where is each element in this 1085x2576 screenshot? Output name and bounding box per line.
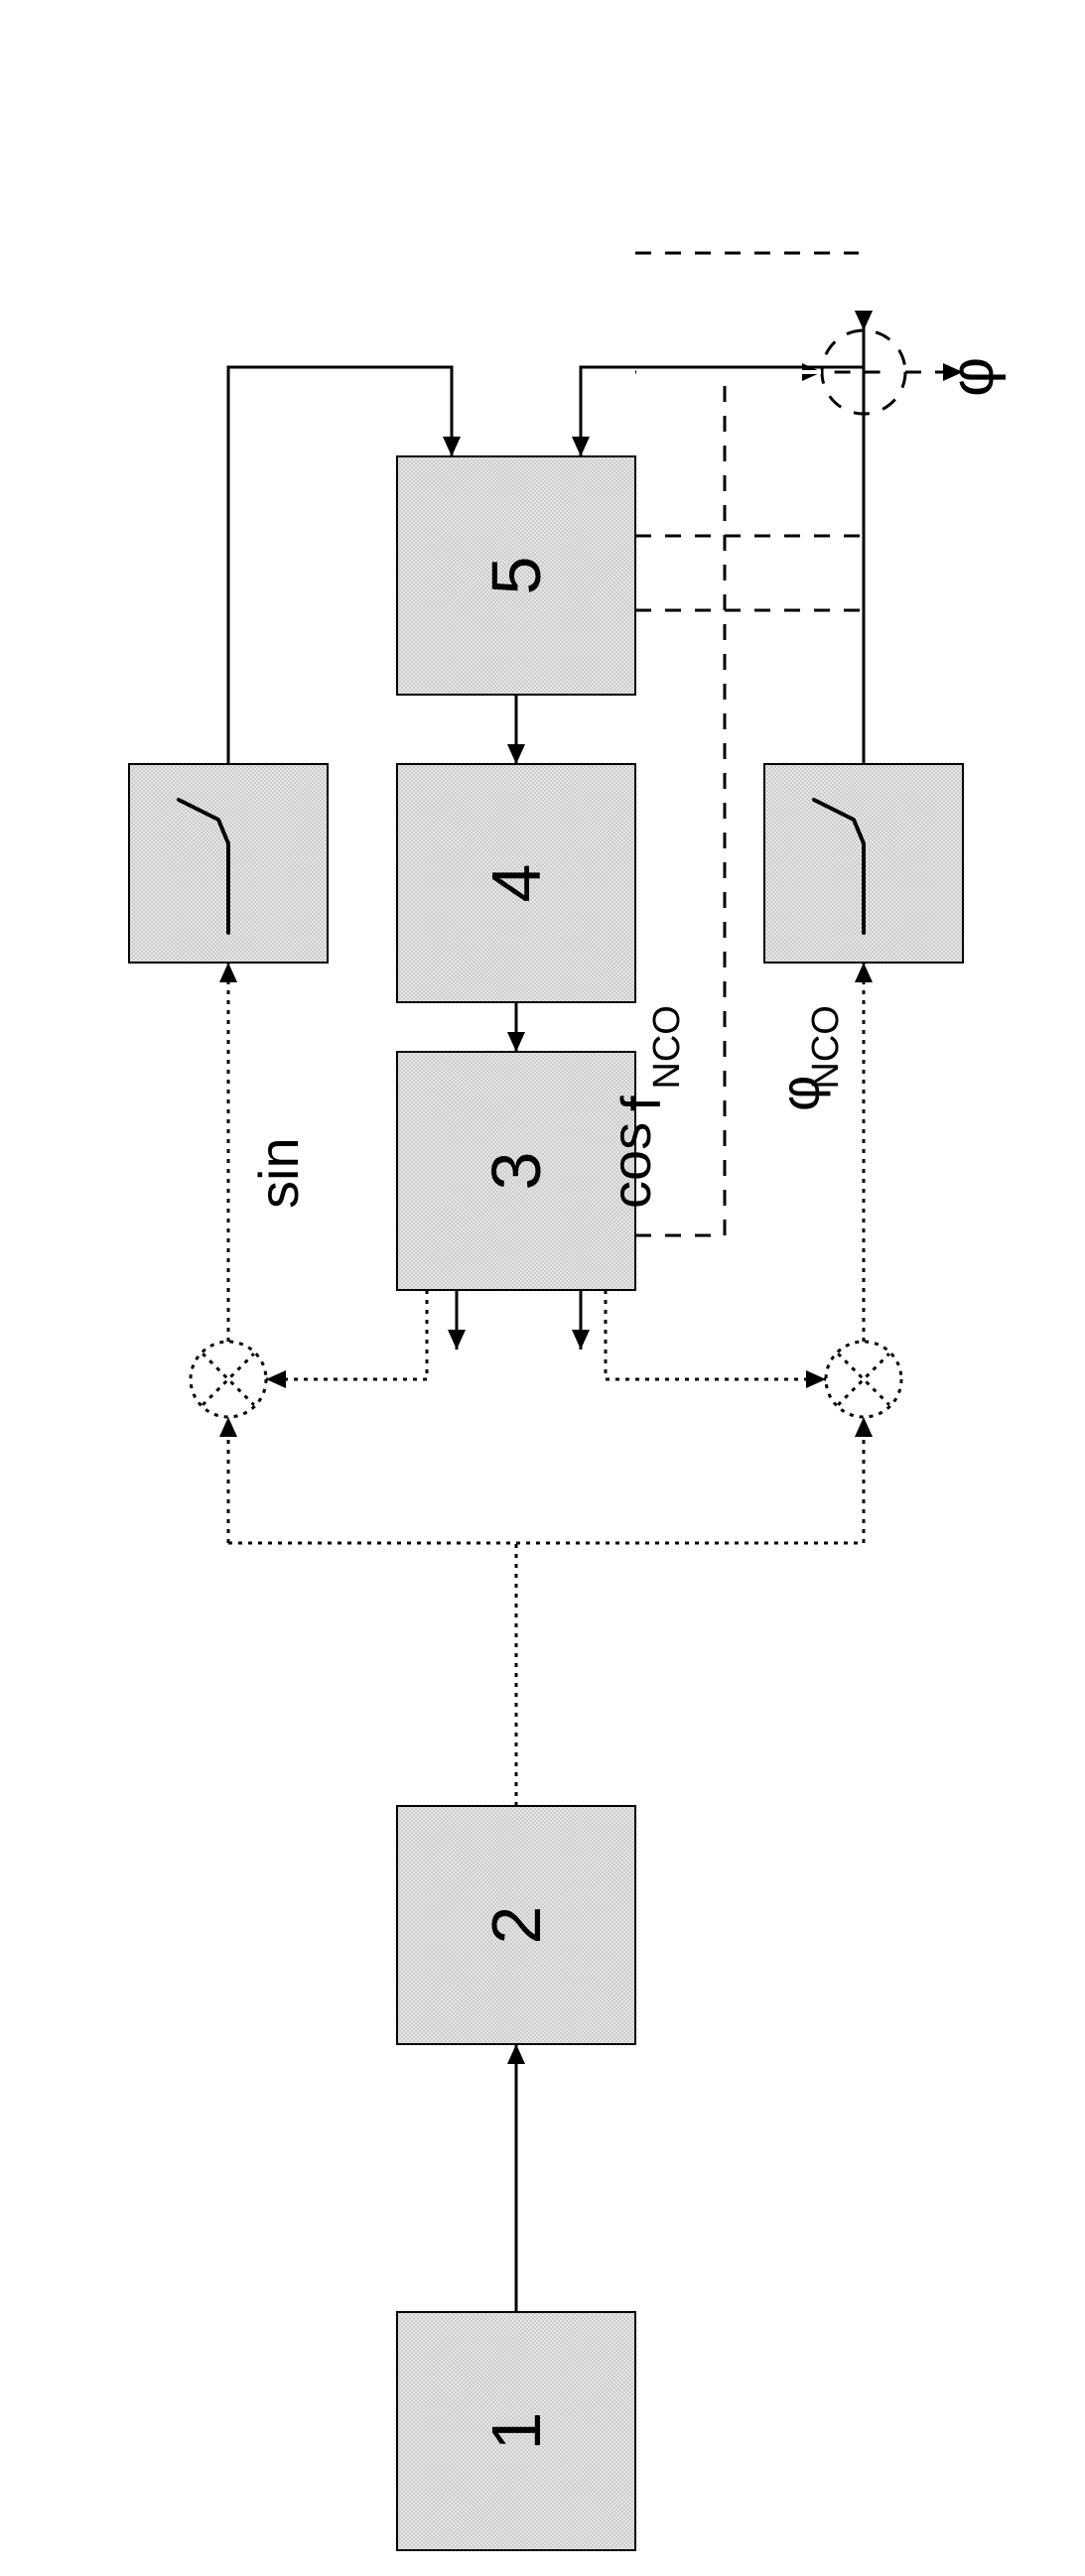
svg-text:5: 5 (477, 557, 555, 595)
svg-text:1: 1 (477, 2412, 555, 2451)
label-phi-out: φ (938, 357, 1007, 397)
label-sin: sin (247, 1137, 310, 1209)
svg-text:NCO: NCO (646, 1005, 688, 1089)
mixer-bottom (826, 1342, 901, 1417)
svg-text:2: 2 (477, 1906, 555, 1945)
svg-text:NCO: NCO (805, 1005, 847, 1089)
svg-text:4: 4 (477, 864, 555, 903)
label-cos: cos (600, 1122, 662, 1209)
svg-text:3: 3 (477, 1152, 555, 1191)
block-diagram: 12345sincosfNCOφNCOφ (0, 0, 1085, 2576)
label-phi-nco: φNCO (768, 1005, 847, 1111)
mixer-top (191, 1342, 266, 1417)
svg-text:f: f (610, 1095, 672, 1111)
